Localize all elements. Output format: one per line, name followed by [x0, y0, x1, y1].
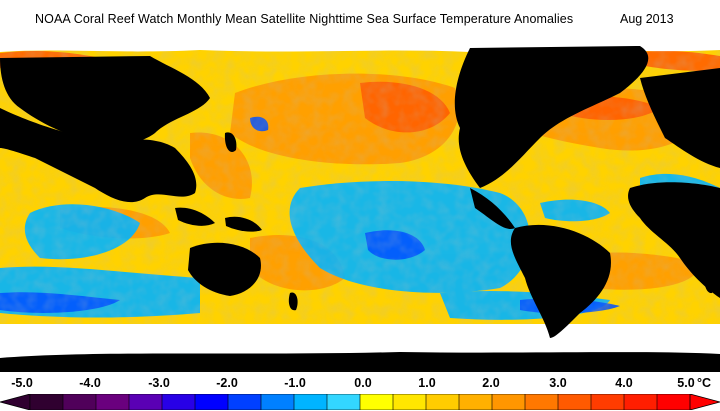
colorbar-swatch [590, 394, 625, 410]
tick-label: -1.0 [284, 376, 306, 390]
title-bar: NOAA Coral Reef Watch Monthly Mean Satel… [0, 0, 720, 38]
north-america [0, 56, 210, 143]
colorbar-swatch [656, 394, 691, 410]
eurasia [0, 108, 197, 203]
colorbar-swatches [29, 394, 691, 410]
africa [628, 182, 720, 298]
tick-label: 1.0 [418, 376, 436, 390]
colorbar [0, 394, 720, 410]
greenland [529, 49, 585, 84]
tick-label: -5.0 [11, 376, 33, 390]
colorbar-swatch [194, 394, 229, 410]
colorbar-swatch [95, 394, 130, 410]
colorbar-left-arrow [0, 394, 31, 410]
tick-label: -4.0 [79, 376, 101, 390]
land-masses [0, 46, 720, 372]
colorbar-legend: -5.0 -4.0 -3.0 -2.0 -1.0 0.0 1.0 2.0 3.0… [0, 372, 720, 411]
unit-label: °C [697, 376, 712, 390]
colorbar-swatch [161, 394, 196, 410]
colorbar-swatch [128, 394, 163, 410]
tick-label: -2.0 [216, 376, 238, 390]
map-title: NOAA Coral Reef Watch Monthly Mean Satel… [35, 12, 574, 26]
map-canvas [0, 38, 720, 372]
australia [188, 242, 261, 296]
colorbar-swatch [557, 394, 592, 410]
colorbar-right-arrow [689, 394, 720, 410]
colorbar-swatch [359, 394, 394, 410]
tick-label: 0.0 [354, 376, 372, 390]
colorbar-swatch [227, 394, 262, 410]
colorbar-swatch [491, 394, 526, 410]
tick-label: 2.0 [482, 376, 500, 390]
tick-label: 3.0 [549, 376, 567, 390]
colorbar-swatch [623, 394, 658, 410]
colorbar-swatch [29, 394, 64, 410]
tick-label: -3.0 [148, 376, 170, 390]
sst-anomaly-map [0, 38, 720, 372]
south-america [510, 224, 611, 338]
colorbar-swatch [425, 394, 460, 410]
colorbar-swatch [392, 394, 427, 410]
colorbar-swatch [62, 394, 97, 410]
colorbar-swatch [260, 394, 295, 410]
colorbar-swatch [458, 394, 493, 410]
tick-label: 5.0 [677, 376, 695, 390]
tick-label: 4.0 [615, 376, 633, 390]
colorbar-swatch [524, 394, 559, 410]
map-date: Aug 2013 [620, 12, 674, 26]
colorbar-swatch [326, 394, 361, 410]
colorbar-swatch [293, 394, 328, 410]
